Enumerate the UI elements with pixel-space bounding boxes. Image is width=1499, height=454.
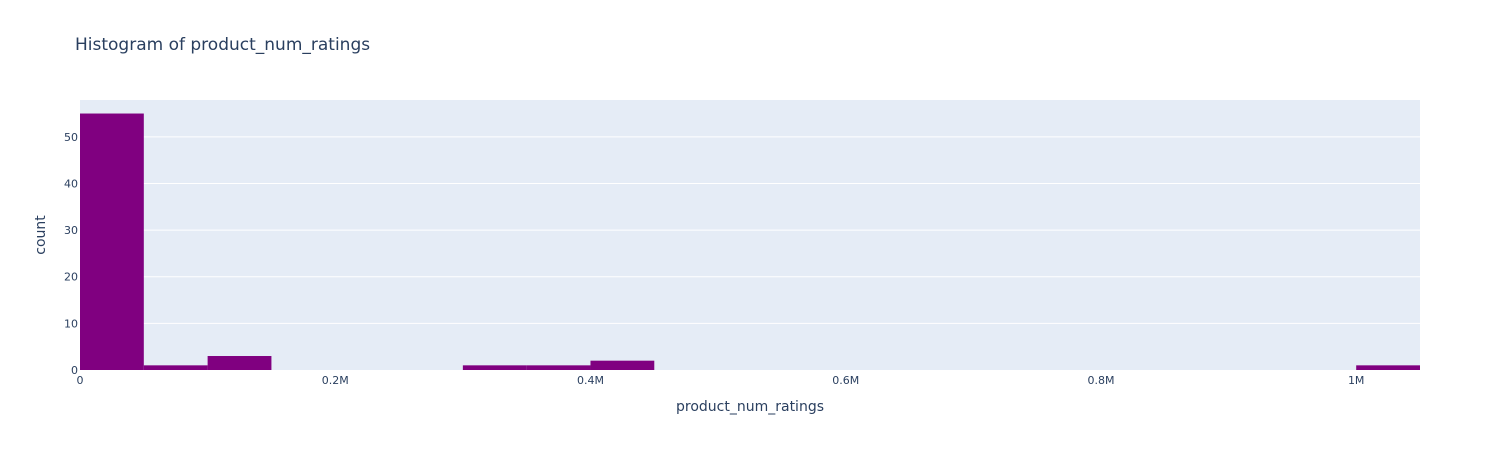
x-tick-label: 1M bbox=[1348, 374, 1365, 387]
y-tick-label: 40 bbox=[64, 177, 78, 190]
x-tick-label: 0.4M bbox=[577, 374, 604, 387]
y-tick-label: 10 bbox=[64, 317, 78, 330]
y-tick-label: 0 bbox=[71, 364, 78, 377]
y-tick-label: 50 bbox=[64, 131, 78, 144]
histogram-bar bbox=[1356, 365, 1420, 370]
histogram-bar bbox=[462, 365, 527, 370]
histogram-bar bbox=[526, 365, 591, 370]
x-axis-ticks: 0 0.2M 0.4M 0.6M 0.8M 1M bbox=[77, 374, 1365, 387]
x-tick-label: 0.2M bbox=[322, 374, 349, 387]
y-axis-title: count bbox=[33, 215, 49, 255]
histogram-bar bbox=[207, 356, 272, 370]
histogram-bar bbox=[143, 365, 208, 370]
y-tick-label: 30 bbox=[64, 224, 78, 237]
y-axis-ticks: 0 10 20 30 40 50 bbox=[64, 131, 78, 377]
x-axis-title: product_num_ratings bbox=[676, 399, 824, 415]
plot-area bbox=[80, 100, 1420, 370]
histogram-bar bbox=[590, 360, 655, 370]
chart-title: Histogram of product_num_ratings bbox=[75, 35, 370, 55]
x-tick-label: 0.8M bbox=[1087, 374, 1114, 387]
histogram-bar bbox=[80, 113, 144, 370]
bars bbox=[80, 113, 1420, 370]
y-tick-label: 20 bbox=[64, 271, 78, 284]
x-tick-label: 0.6M bbox=[832, 374, 859, 387]
gridlines bbox=[80, 136, 1420, 324]
x-tick-label: 0 bbox=[77, 374, 84, 387]
